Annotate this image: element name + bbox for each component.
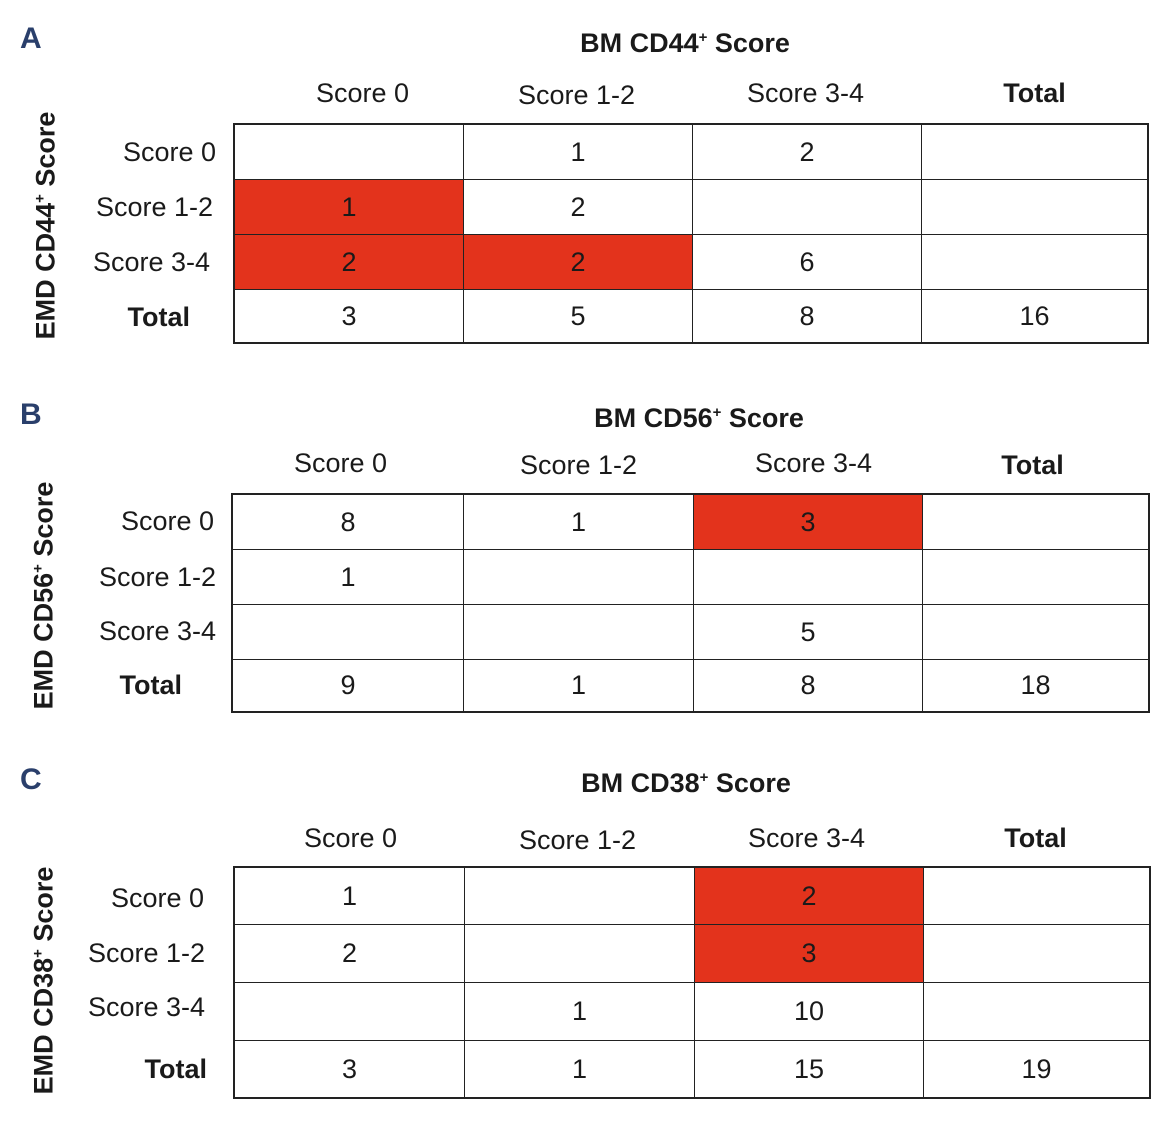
- row-header: Score 1-2: [95, 192, 213, 222]
- table-cell: 19: [1021, 1053, 1052, 1084]
- row-header: Score 0: [110, 883, 204, 913]
- row-header: Score 0: [120, 506, 214, 536]
- table-cell: 8: [694, 660, 923, 711]
- table-cell-highlighted: 2: [235, 235, 464, 290]
- table-cell: [235, 125, 464, 180]
- table-title: BM CD38+ Score: [486, 768, 886, 799]
- table-cell: [694, 550, 923, 605]
- row-header: Score 1-2: [98, 562, 216, 592]
- column-header: Score 0: [315, 78, 410, 108]
- table-title: BM CD44+ Score: [485, 28, 885, 59]
- table-cell: [464, 550, 694, 605]
- table-cell: [922, 125, 1147, 180]
- table-cell: 1: [464, 660, 694, 711]
- table-cell-highlighted: 3: [695, 925, 924, 983]
- table-cell: [923, 550, 1148, 605]
- table-cell: 5: [464, 290, 693, 342]
- panel-a: A BM CD44+ Score EMD CD44+ Score Score 0…: [0, 0, 1171, 360]
- table-cell-highlighted: 2: [695, 868, 924, 925]
- table-cell: 9: [233, 660, 464, 711]
- row-header: Total: [144, 1054, 208, 1084]
- row-header: Total: [119, 670, 183, 700]
- table-cell: [465, 925, 695, 983]
- table-cell-highlighted: 3: [694, 495, 923, 550]
- table-cell: 5: [694, 605, 923, 660]
- row-header: Score 3-4: [87, 992, 205, 1022]
- panel-letter: B: [20, 398, 42, 431]
- table-cell: 18: [1020, 670, 1051, 700]
- table-cell: 2: [693, 125, 922, 180]
- title-end: Score: [708, 768, 791, 798]
- table-cell: 1: [465, 1041, 695, 1097]
- table-cell: 8: [693, 290, 922, 342]
- table-title: BM CD56+ Score: [499, 403, 899, 434]
- table-cell: [924, 983, 1149, 1041]
- title-end: Score: [707, 28, 790, 58]
- table-cell: [922, 180, 1147, 235]
- table-cell: 3: [235, 1041, 465, 1097]
- contingency-table: 1 2 1 2 2 2 6 3 5 8 16: [233, 123, 1149, 344]
- table-cell: 2: [464, 180, 693, 235]
- row-header: Score 0: [122, 137, 216, 167]
- table-cell: [464, 605, 694, 660]
- column-header: Score 0: [303, 823, 398, 853]
- title-text: BM CD56: [594, 403, 713, 433]
- table-cell: 15: [695, 1041, 924, 1097]
- table-cell: 6: [693, 235, 922, 290]
- table-cell: 10: [695, 983, 924, 1041]
- table-cell: [693, 180, 922, 235]
- table-cell: [235, 983, 465, 1041]
- table-cell: [924, 925, 1149, 983]
- column-header: Score 1-2: [517, 80, 636, 110]
- panel-letter: A: [20, 22, 42, 55]
- table-cell: 16: [1019, 300, 1050, 331]
- column-header: Score 3-4: [754, 448, 873, 478]
- title-text: BM CD38: [581, 768, 700, 798]
- table-cell-highlighted: 1: [235, 180, 464, 235]
- row-header: Score 3-4: [92, 247, 210, 277]
- title-end: Score: [721, 403, 804, 433]
- row-header: Total: [127, 302, 191, 332]
- title-sup: +: [698, 29, 708, 46]
- table-cell: [922, 235, 1147, 290]
- column-header: Total: [1001, 450, 1064, 480]
- table-cell: [465, 868, 695, 925]
- table-cell: [923, 605, 1148, 660]
- column-header: Score 1-2: [519, 450, 638, 480]
- column-header: Total: [1003, 78, 1066, 108]
- table-cell-highlighted: 2: [464, 235, 693, 290]
- contingency-table: 8 1 3 1 5 9 1 8 18: [231, 493, 1150, 713]
- column-header: Total: [1004, 823, 1067, 853]
- column-header: Score 3-4: [747, 823, 866, 853]
- table-cell: 1: [465, 983, 695, 1041]
- table-cell: [924, 868, 1149, 925]
- title-sup: +: [712, 404, 722, 421]
- table-cell: 8: [233, 495, 464, 550]
- row-header: Score 3-4: [98, 616, 216, 646]
- row-header: Score 1-2: [87, 938, 205, 968]
- table-cell: 1: [233, 550, 464, 605]
- table-cell: 1: [235, 868, 465, 925]
- column-header: Score 0: [293, 448, 388, 478]
- column-header: Score 1-2: [518, 825, 637, 855]
- table-cell: [923, 495, 1148, 550]
- table-cell: 1: [464, 495, 694, 550]
- column-header: Score 3-4: [746, 78, 865, 108]
- panel-letter: C: [20, 763, 42, 796]
- table-cell: 2: [235, 925, 465, 983]
- title-sup: +: [699, 769, 709, 786]
- table-cell: 3: [235, 290, 464, 342]
- title-text: BM CD44: [580, 28, 699, 58]
- panel-b: B BM CD56+ Score EMD CD56+ Score Score 0…: [20, 398, 1150, 713]
- table-cell: [233, 605, 464, 660]
- table-cell: 1: [464, 125, 693, 180]
- contingency-table: 1 2 2 3 1 10 3 1 15 19: [233, 866, 1151, 1099]
